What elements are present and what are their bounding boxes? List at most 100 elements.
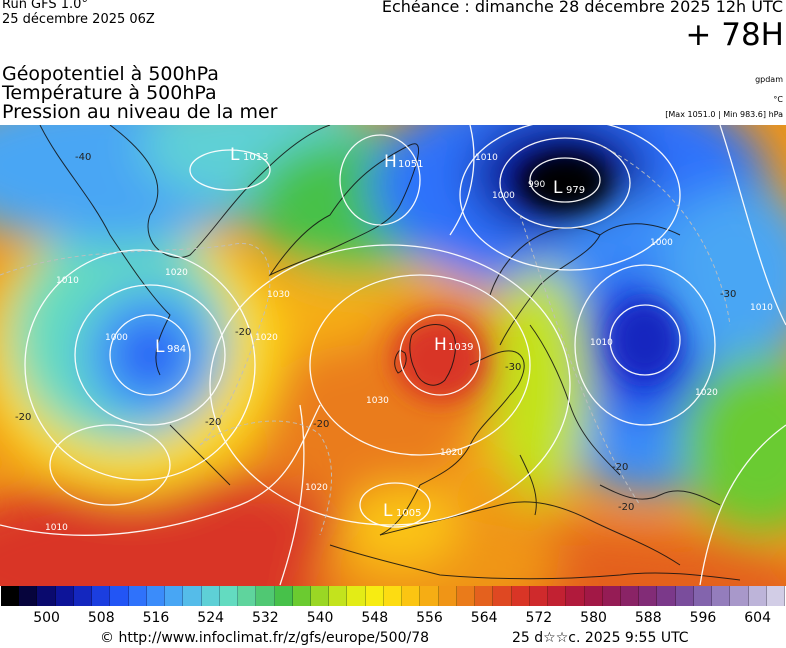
- isobar-label: 1020: [255, 333, 278, 343]
- run-date: 25 décembre 2025 06Z: [2, 12, 155, 27]
- colorbar-swatch: [183, 586, 202, 606]
- unit-geopotential: gpdam: [755, 75, 783, 84]
- colorbar-swatch: [201, 586, 220, 606]
- colorbar-tick-label: 556: [416, 610, 443, 626]
- isobar-label: 990: [528, 180, 545, 190]
- colorbar-swatch: [292, 586, 311, 606]
- colorbar-swatch: [602, 586, 621, 606]
- colorbar-tick-label: 572: [525, 610, 553, 626]
- pressure-centre-value: 979: [566, 185, 585, 196]
- temp-label: -20: [235, 327, 251, 338]
- low-centre: L 1005: [383, 501, 421, 521]
- temp-label: -20: [618, 502, 634, 513]
- high-centre: H 1051: [384, 152, 423, 172]
- colorbar-swatch: [620, 586, 640, 606]
- title-geopotential: Géopotentiel à 500hPa: [2, 63, 219, 85]
- colorbar-tick-label: 516: [142, 610, 170, 626]
- pressure-centre-letter: L: [230, 145, 240, 165]
- forecast-valid-time: Echéance : dimanche 28 décembre 2025 12h…: [381, 0, 783, 16]
- colorbar-swatch: [219, 586, 239, 606]
- colorbar-swatch: [438, 586, 457, 606]
- colorbar-swatch: [365, 586, 384, 606]
- isotherms: [0, 144, 731, 536]
- colorbar-swatch: [712, 586, 731, 606]
- colorbar-tick-label: 580: [580, 610, 607, 626]
- colorbar-tick-label: 604: [744, 610, 772, 626]
- temp-label: -20: [313, 419, 329, 430]
- forecast-map: -40 -30 -30 -20 -20 -20 -20 -20 -20 1010…: [0, 125, 786, 586]
- colorbar-swatch: [1, 586, 20, 606]
- lead-time: + 78H: [685, 17, 784, 53]
- colorbar-swatch: [310, 586, 330, 606]
- pressure-centre-value: 1005: [396, 508, 421, 519]
- isobar-label: 1010: [475, 153, 498, 163]
- colorbar-swatch: [329, 586, 348, 606]
- colorbar-swatch: [383, 586, 403, 606]
- pressure-centre-value: 1051: [398, 159, 423, 170]
- colorbar-ticks: 500 508 516 524 532 540 548 556 564 572 580 588 596 6…: [0, 610, 786, 628]
- isobar-label: 1010: [45, 523, 68, 533]
- pressure-centre-letter: L: [553, 178, 563, 198]
- temp-label: -40: [75, 152, 91, 163]
- colorbar-swatch: [92, 586, 111, 606]
- temperature-labels: -40 -30 -30 -20 -20 -20 -20 -20 -20: [15, 152, 736, 513]
- colorbar-swatch: [420, 586, 439, 606]
- title-pressure: Pression au niveau de la mer: [2, 101, 278, 123]
- colorbar-swatch: [165, 586, 184, 606]
- colorbar-tick-label: 588: [634, 610, 662, 626]
- colorbar-tick-label: 596: [689, 610, 717, 626]
- isobar-label: 1020: [440, 448, 463, 458]
- isobar-label: 1020: [165, 268, 188, 278]
- colorbar-swatch: [548, 586, 567, 606]
- run-label: Run GFS 1.0°: [2, 0, 88, 12]
- colorbar-tick-label: 540: [306, 610, 334, 626]
- colorbar-swatch: [529, 586, 549, 606]
- colorbar-tick-label: 532: [251, 610, 279, 626]
- colorbar-swatch: [748, 586, 767, 606]
- colorbar-swatch: [456, 586, 476, 606]
- temp-label: -20: [15, 412, 31, 423]
- colorbar-tick-label: 500: [33, 610, 60, 626]
- pressure-range: [Max 1051.0 | Min 983.6] hPa: [665, 110, 783, 119]
- colorbar-swatch: [639, 586, 658, 606]
- low-centre: L 984: [155, 337, 186, 357]
- generation-time: 25 d☆☆c. 2025 9:55 UTC: [512, 630, 689, 646]
- colorbar-swatch: [110, 586, 129, 606]
- colorbar-swatch: [55, 586, 74, 606]
- low-centre: L 979: [553, 178, 585, 198]
- isobar-label: 1010: [56, 276, 79, 286]
- colorbar-tick-label: 508: [87, 610, 115, 626]
- colorbar-swatch: [766, 586, 786, 606]
- colorbar-tick-label: 524: [197, 610, 225, 626]
- isobar-label: 1000: [105, 333, 128, 343]
- colorbar-swatch: [73, 586, 93, 606]
- colorbar-swatch: [238, 586, 257, 606]
- pressure-centre-letter: L: [383, 501, 393, 521]
- isobar-label: 1000: [650, 238, 673, 248]
- high-centre: H 1039: [434, 335, 473, 355]
- colorbar-swatch: [274, 586, 293, 606]
- colorbar-swatch: [566, 586, 585, 606]
- coastlines: [39, 125, 741, 581]
- source-credit: © http://www.infoclimat.fr/z/gfs/europe/…: [100, 630, 430, 646]
- pressure-centre-value: 984: [167, 344, 186, 355]
- temp-label: -30: [505, 362, 521, 373]
- pressure-centre-value: 1039: [448, 342, 473, 353]
- colorbar-swatch: [730, 586, 749, 606]
- temp-label: -20: [612, 462, 628, 473]
- colorbar-swatch: [657, 586, 676, 606]
- isobar-label: 1010: [750, 303, 773, 313]
- temp-label: -20: [205, 417, 221, 428]
- isobar-label: 1030: [267, 290, 290, 300]
- low-centre: L 1013: [230, 145, 268, 165]
- title-temperature: Température à 500hPa: [2, 82, 217, 104]
- colorbar-swatch: [584, 586, 603, 606]
- colorbar-swatch: [37, 586, 56, 606]
- colorbar-swatch: [256, 586, 275, 606]
- unit-temperature: °C: [773, 95, 783, 104]
- isobar-label: 1020: [305, 483, 328, 493]
- pressure-centres: L 1013 H 1051 L 979 L 984 H 1039 L 1005: [155, 145, 585, 521]
- colorbar: [1, 586, 786, 606]
- temp-label: -30: [720, 289, 736, 300]
- colorbar-swatch: [475, 586, 494, 606]
